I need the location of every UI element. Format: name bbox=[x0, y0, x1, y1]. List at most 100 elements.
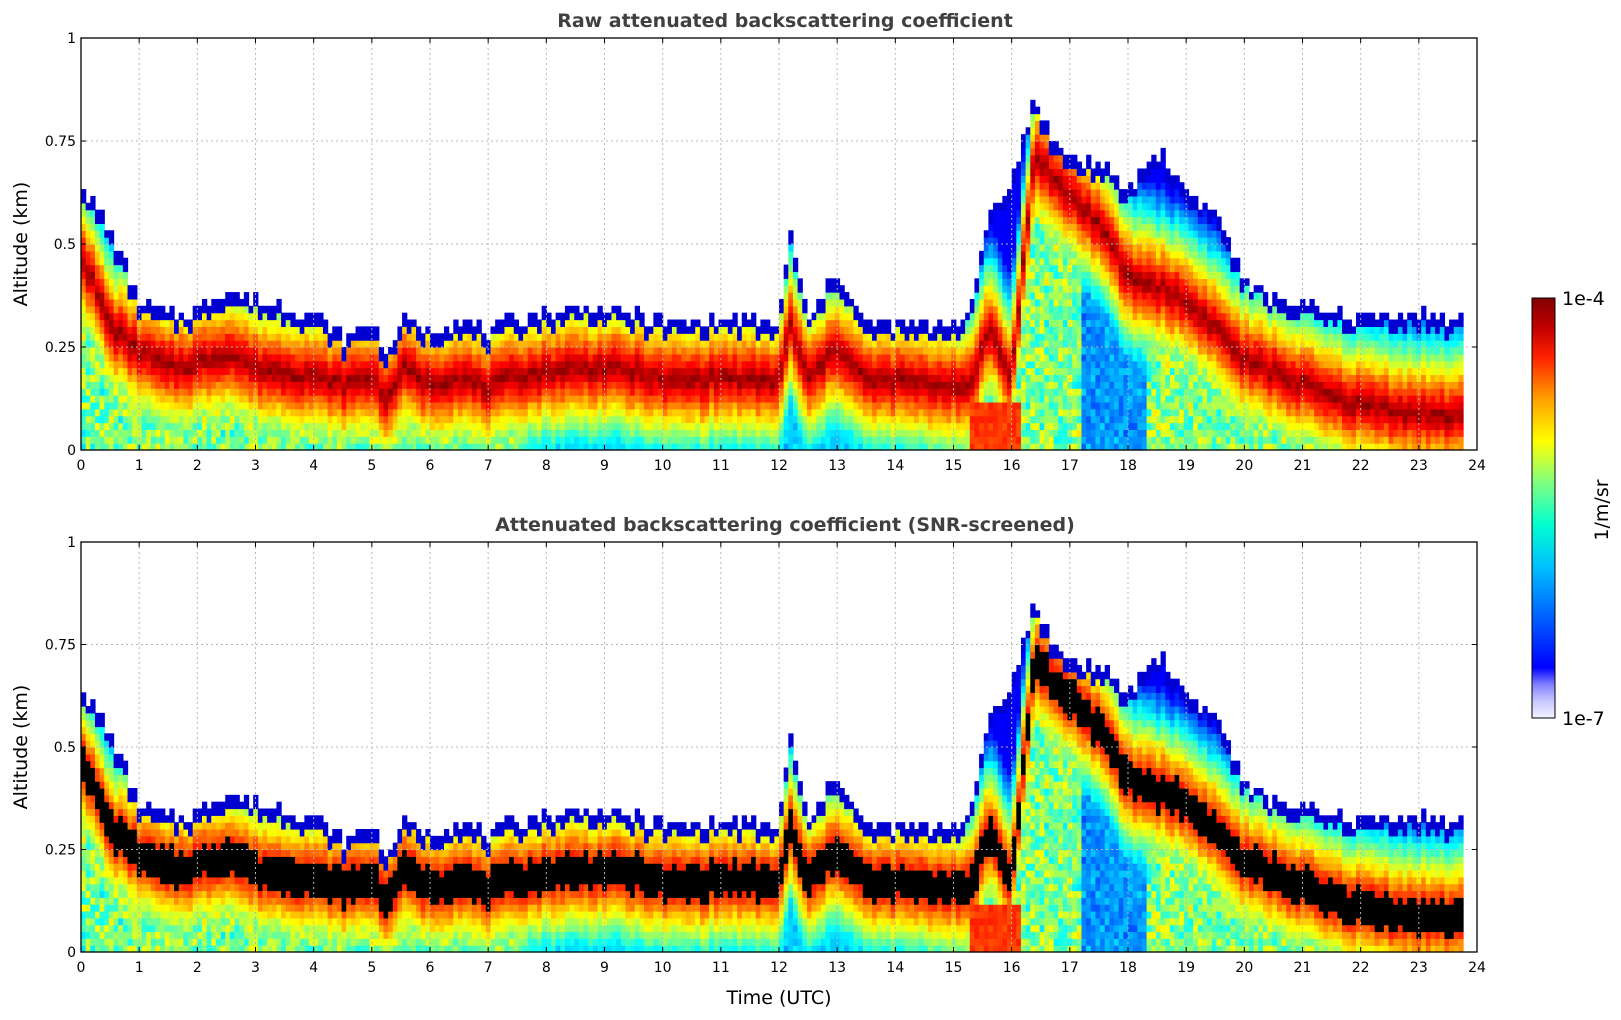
heatmap-cell bbox=[457, 443, 464, 451]
heatmap-cell bbox=[388, 374, 394, 382]
heatmap-cell bbox=[234, 298, 240, 307]
heatmap-cell bbox=[755, 326, 761, 334]
heatmap-cell bbox=[788, 312, 794, 321]
heatmap-cell bbox=[90, 333, 96, 341]
heatmap-cell bbox=[746, 326, 752, 334]
heatmap-cell bbox=[262, 305, 268, 314]
heatmap-cell bbox=[913, 422, 920, 430]
heatmap-cell bbox=[1090, 237, 1097, 245]
heatmap-cell bbox=[290, 312, 296, 321]
heatmap-cell bbox=[909, 443, 915, 451]
heatmap-cell bbox=[904, 333, 910, 341]
heatmap-cell bbox=[118, 401, 124, 410]
heatmap-cell bbox=[164, 401, 171, 410]
heatmap-cell bbox=[85, 271, 91, 279]
heatmap-cell bbox=[239, 401, 245, 410]
heatmap-cell bbox=[1053, 374, 1059, 382]
heatmap-cell bbox=[685, 395, 692, 403]
heatmap-cell bbox=[523, 395, 529, 403]
heatmap-cell bbox=[1044, 250, 1050, 259]
heatmap-cell bbox=[397, 388, 403, 396]
heatmap-cell bbox=[453, 360, 459, 369]
heatmap-cell bbox=[886, 340, 892, 348]
heatmap-cell bbox=[1034, 106, 1041, 115]
heatmap-cell bbox=[1034, 209, 1041, 218]
heatmap-cell bbox=[1090, 388, 1097, 396]
heatmap-cell bbox=[681, 374, 687, 382]
heatmap-cell bbox=[132, 347, 138, 355]
heatmap-cell bbox=[727, 401, 734, 410]
heatmap-cell bbox=[509, 326, 515, 334]
heatmap-cell bbox=[890, 395, 896, 403]
heatmap-cell bbox=[955, 443, 962, 451]
heatmap-cell bbox=[732, 429, 738, 437]
heatmap-cell bbox=[569, 326, 575, 334]
heatmap-cell bbox=[569, 374, 575, 382]
heatmap-cell bbox=[1011, 298, 1017, 307]
heatmap-cell bbox=[378, 422, 385, 430]
heatmap-cell bbox=[150, 436, 157, 444]
heatmap-cell bbox=[1048, 161, 1055, 170]
heatmap-cell bbox=[913, 395, 920, 403]
heatmap-cell bbox=[597, 374, 603, 382]
heatmap-cell bbox=[546, 312, 552, 321]
heatmap-cell bbox=[997, 244, 1003, 252]
heatmap-cell bbox=[723, 415, 729, 424]
heatmap-cell bbox=[583, 408, 589, 417]
heatmap-cell bbox=[1044, 347, 1050, 355]
heatmap-cell bbox=[1025, 367, 1031, 376]
heatmap-cell bbox=[318, 319, 324, 327]
heatmap-cell bbox=[695, 395, 701, 403]
heatmap-cell bbox=[253, 381, 259, 389]
heatmap-cell bbox=[383, 388, 389, 396]
heatmap-cell bbox=[588, 353, 594, 362]
heatmap-cell bbox=[1048, 182, 1055, 190]
heatmap-cell bbox=[225, 436, 231, 444]
heatmap-cell bbox=[411, 436, 417, 444]
heatmap-cell bbox=[765, 347, 771, 355]
heatmap-cell bbox=[225, 340, 231, 348]
heatmap-cell bbox=[820, 347, 827, 355]
heatmap-cell bbox=[290, 340, 296, 348]
heatmap-cell bbox=[392, 353, 399, 362]
heatmap-cell bbox=[941, 360, 948, 369]
heatmap-cell bbox=[132, 333, 138, 341]
heatmap-cell bbox=[94, 278, 101, 286]
heatmap-cell bbox=[541, 443, 547, 451]
heatmap-cell bbox=[648, 408, 654, 417]
heatmap-cell bbox=[560, 395, 566, 403]
heatmap-cell bbox=[313, 401, 319, 410]
heatmap-cell bbox=[113, 388, 119, 396]
heatmap-cell bbox=[620, 408, 627, 417]
heatmap-cell bbox=[848, 333, 855, 341]
heatmap-cell bbox=[769, 340, 775, 348]
heatmap-cell bbox=[676, 333, 682, 341]
heatmap-cell bbox=[81, 388, 87, 396]
heatmap-cell bbox=[1044, 271, 1050, 279]
heatmap-cell bbox=[346, 340, 352, 348]
heatmap-cell bbox=[825, 422, 831, 430]
heatmap-cell bbox=[1086, 202, 1092, 211]
heatmap-cell bbox=[588, 388, 594, 396]
heatmap-cell bbox=[583, 305, 589, 314]
heatmap-cell bbox=[909, 333, 915, 341]
heatmap-cell bbox=[890, 429, 896, 437]
heatmap-cell bbox=[941, 415, 948, 424]
heatmap-cell bbox=[560, 415, 566, 424]
heatmap-cell bbox=[1081, 326, 1087, 334]
heatmap-cell bbox=[1053, 298, 1059, 307]
heatmap-cell bbox=[1034, 175, 1041, 183]
heatmap-cell bbox=[309, 415, 315, 424]
heatmap-cell bbox=[1090, 298, 1097, 307]
heatmap-cell bbox=[820, 408, 827, 417]
heatmap-cell bbox=[867, 367, 873, 376]
heatmap-cell bbox=[644, 422, 650, 430]
heatmap-cell bbox=[295, 443, 301, 451]
heatmap-cell bbox=[1081, 340, 1087, 348]
heatmap-cell bbox=[1039, 202, 1045, 211]
heatmap-cell bbox=[709, 408, 715, 417]
heatmap-cell bbox=[1062, 278, 1069, 286]
heatmap-cell bbox=[867, 408, 873, 417]
heatmap-cell bbox=[574, 305, 580, 314]
heatmap-cell bbox=[648, 401, 654, 410]
